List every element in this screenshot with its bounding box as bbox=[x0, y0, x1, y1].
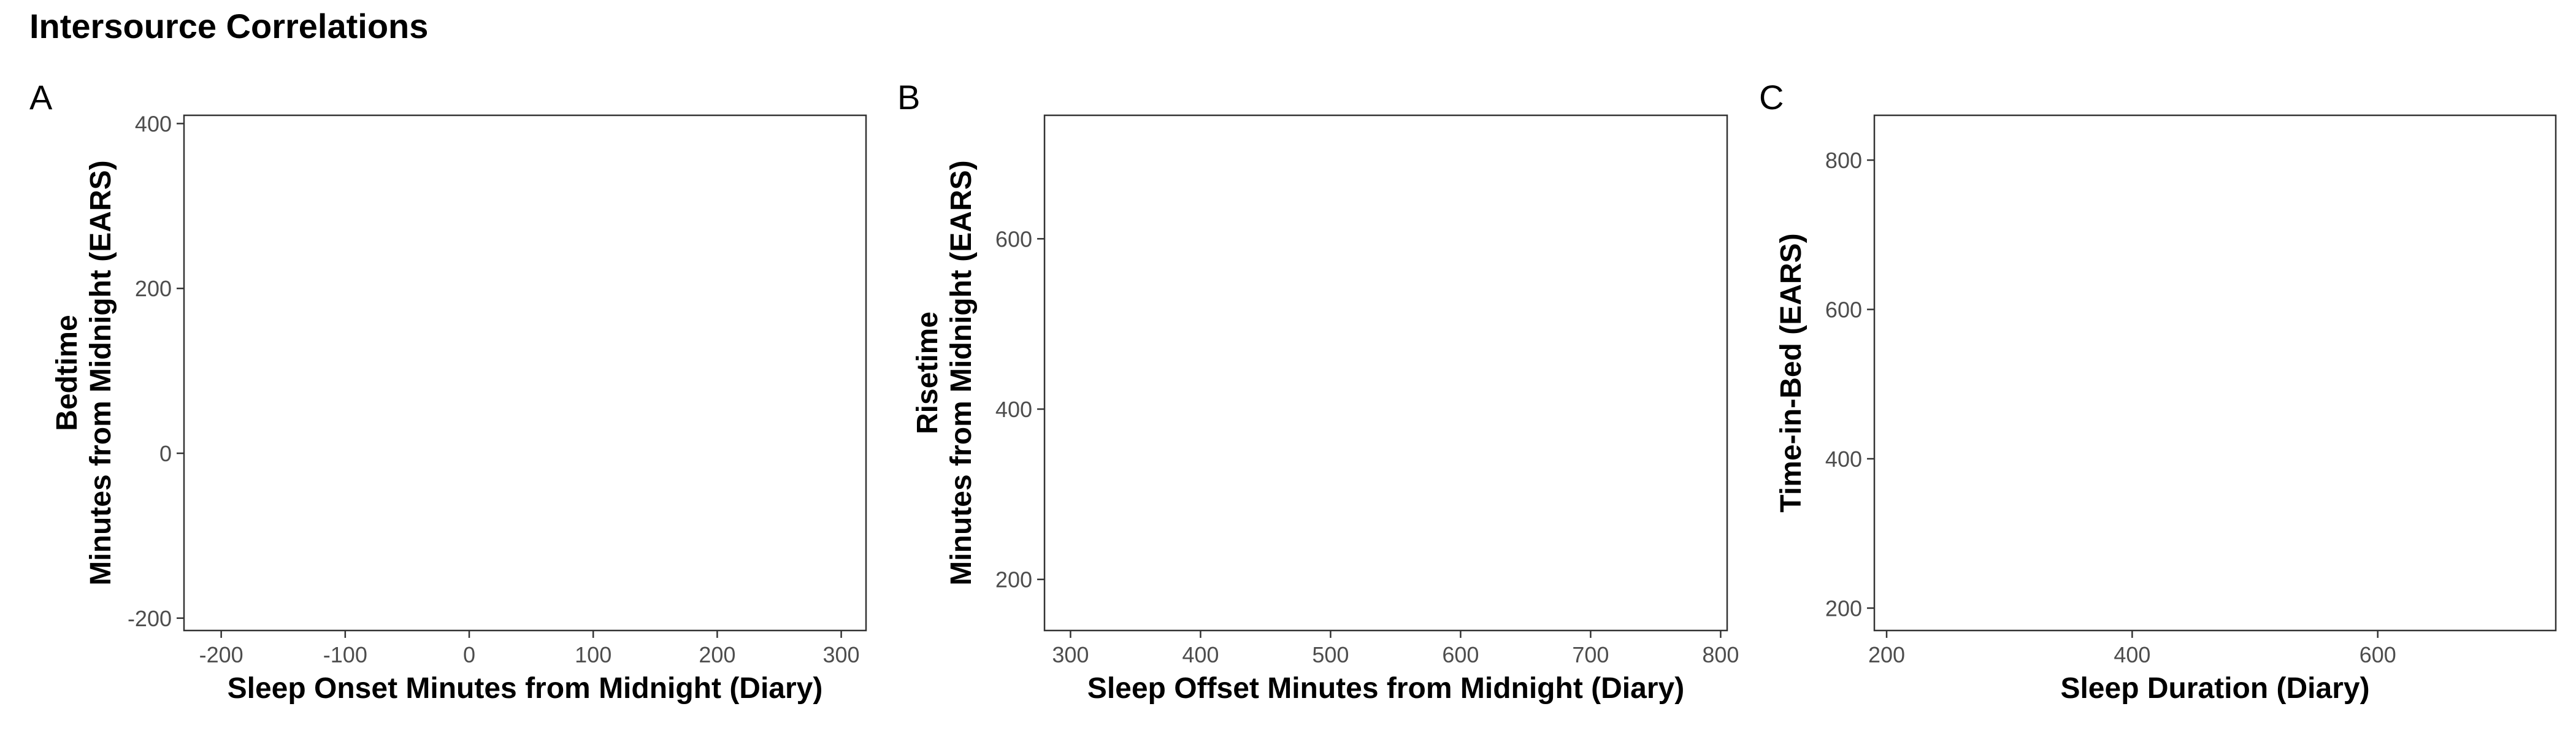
x-tick-label: 300 bbox=[823, 642, 860, 667]
x-axis-title: Sleep Onset Minutes from Midnight (Diary… bbox=[228, 672, 823, 705]
y-axis-title-line-1: Bedtime bbox=[51, 315, 83, 431]
panel-c: C 200 400 600 200 400 600 800 Sleep Duration (Di… bbox=[1759, 78, 2557, 705]
y-axis-title-line-1: Risetime bbox=[911, 312, 944, 434]
panel-border bbox=[1873, 114, 2557, 632]
x-tick-label: 200 bbox=[1868, 642, 1905, 667]
x-axis: -200 -100 0 100 200 300 bbox=[199, 631, 860, 667]
x-tick-label: 800 bbox=[1702, 642, 1739, 667]
panels: A -200 -100 0 100 200 300 -200 0 200 400 Sleep Onse… bbox=[29, 78, 2557, 705]
x-axis: 300 400 500 600 700 800 bbox=[1052, 631, 1739, 667]
y-tick-label: 800 bbox=[1825, 148, 1862, 173]
y-tick-label: 400 bbox=[1825, 447, 1862, 472]
y-tick-label: 400 bbox=[995, 397, 1032, 422]
panel-border bbox=[183, 114, 867, 632]
y-axis-title-line-2: Minutes from Midnight (EARS) bbox=[85, 160, 117, 585]
x-tick-label: 700 bbox=[1572, 642, 1609, 667]
x-tick-label: 600 bbox=[1442, 642, 1479, 667]
y-tick-label: 600 bbox=[995, 226, 1032, 251]
panel-letter: B bbox=[897, 78, 920, 117]
x-axis: 200 400 600 bbox=[1868, 631, 2396, 667]
x-tick-label: -200 bbox=[199, 642, 243, 667]
y-axis-title-line-2: Minutes from Midnight (EARS) bbox=[945, 160, 978, 585]
y-axis: -200 0 200 400 bbox=[128, 111, 184, 631]
y-tick-label: 200 bbox=[995, 567, 1032, 592]
panel-b: B 300 400 500 600 700 800 200 400 600 Sleep Offset… bbox=[897, 78, 1739, 705]
panel-a: A -200 -100 0 100 200 300 -200 0 200 400 Sleep Onse… bbox=[29, 78, 867, 705]
x-axis-title: Sleep Duration (Diary) bbox=[2060, 672, 2369, 705]
x-tick-label: 100 bbox=[575, 642, 611, 667]
y-tick-label: 600 bbox=[1825, 297, 1862, 323]
x-tick-label: 300 bbox=[1052, 642, 1089, 667]
x-tick-label: -100 bbox=[323, 642, 367, 667]
x-tick-label: 600 bbox=[2359, 642, 2396, 667]
y-axis: 200 400 600 bbox=[995, 226, 1045, 592]
y-axis-title: Time-in-Bed (EARS) bbox=[1775, 233, 1807, 512]
y-tick-label: 200 bbox=[135, 276, 172, 301]
x-tick-label: 0 bbox=[463, 642, 475, 667]
x-tick-label: 400 bbox=[2114, 642, 2150, 667]
x-axis-title: Sleep Offset Minutes from Midnight (Diar… bbox=[1087, 672, 1684, 705]
figure-title: Intersource Correlations bbox=[29, 7, 428, 45]
panel-letter: A bbox=[29, 78, 53, 117]
x-tick-label: 400 bbox=[1182, 642, 1219, 667]
panel-letter: C bbox=[1759, 78, 1784, 117]
y-axis: 200 400 600 800 bbox=[1825, 148, 1874, 621]
y-tick-label: 200 bbox=[1825, 596, 1862, 621]
y-tick-label: 0 bbox=[159, 441, 172, 466]
x-tick-label: 500 bbox=[1312, 642, 1349, 667]
x-tick-label: 200 bbox=[699, 642, 735, 667]
y-tick-label: -200 bbox=[128, 606, 172, 631]
panel-border bbox=[1043, 114, 1728, 632]
y-tick-label: 400 bbox=[135, 111, 172, 136]
